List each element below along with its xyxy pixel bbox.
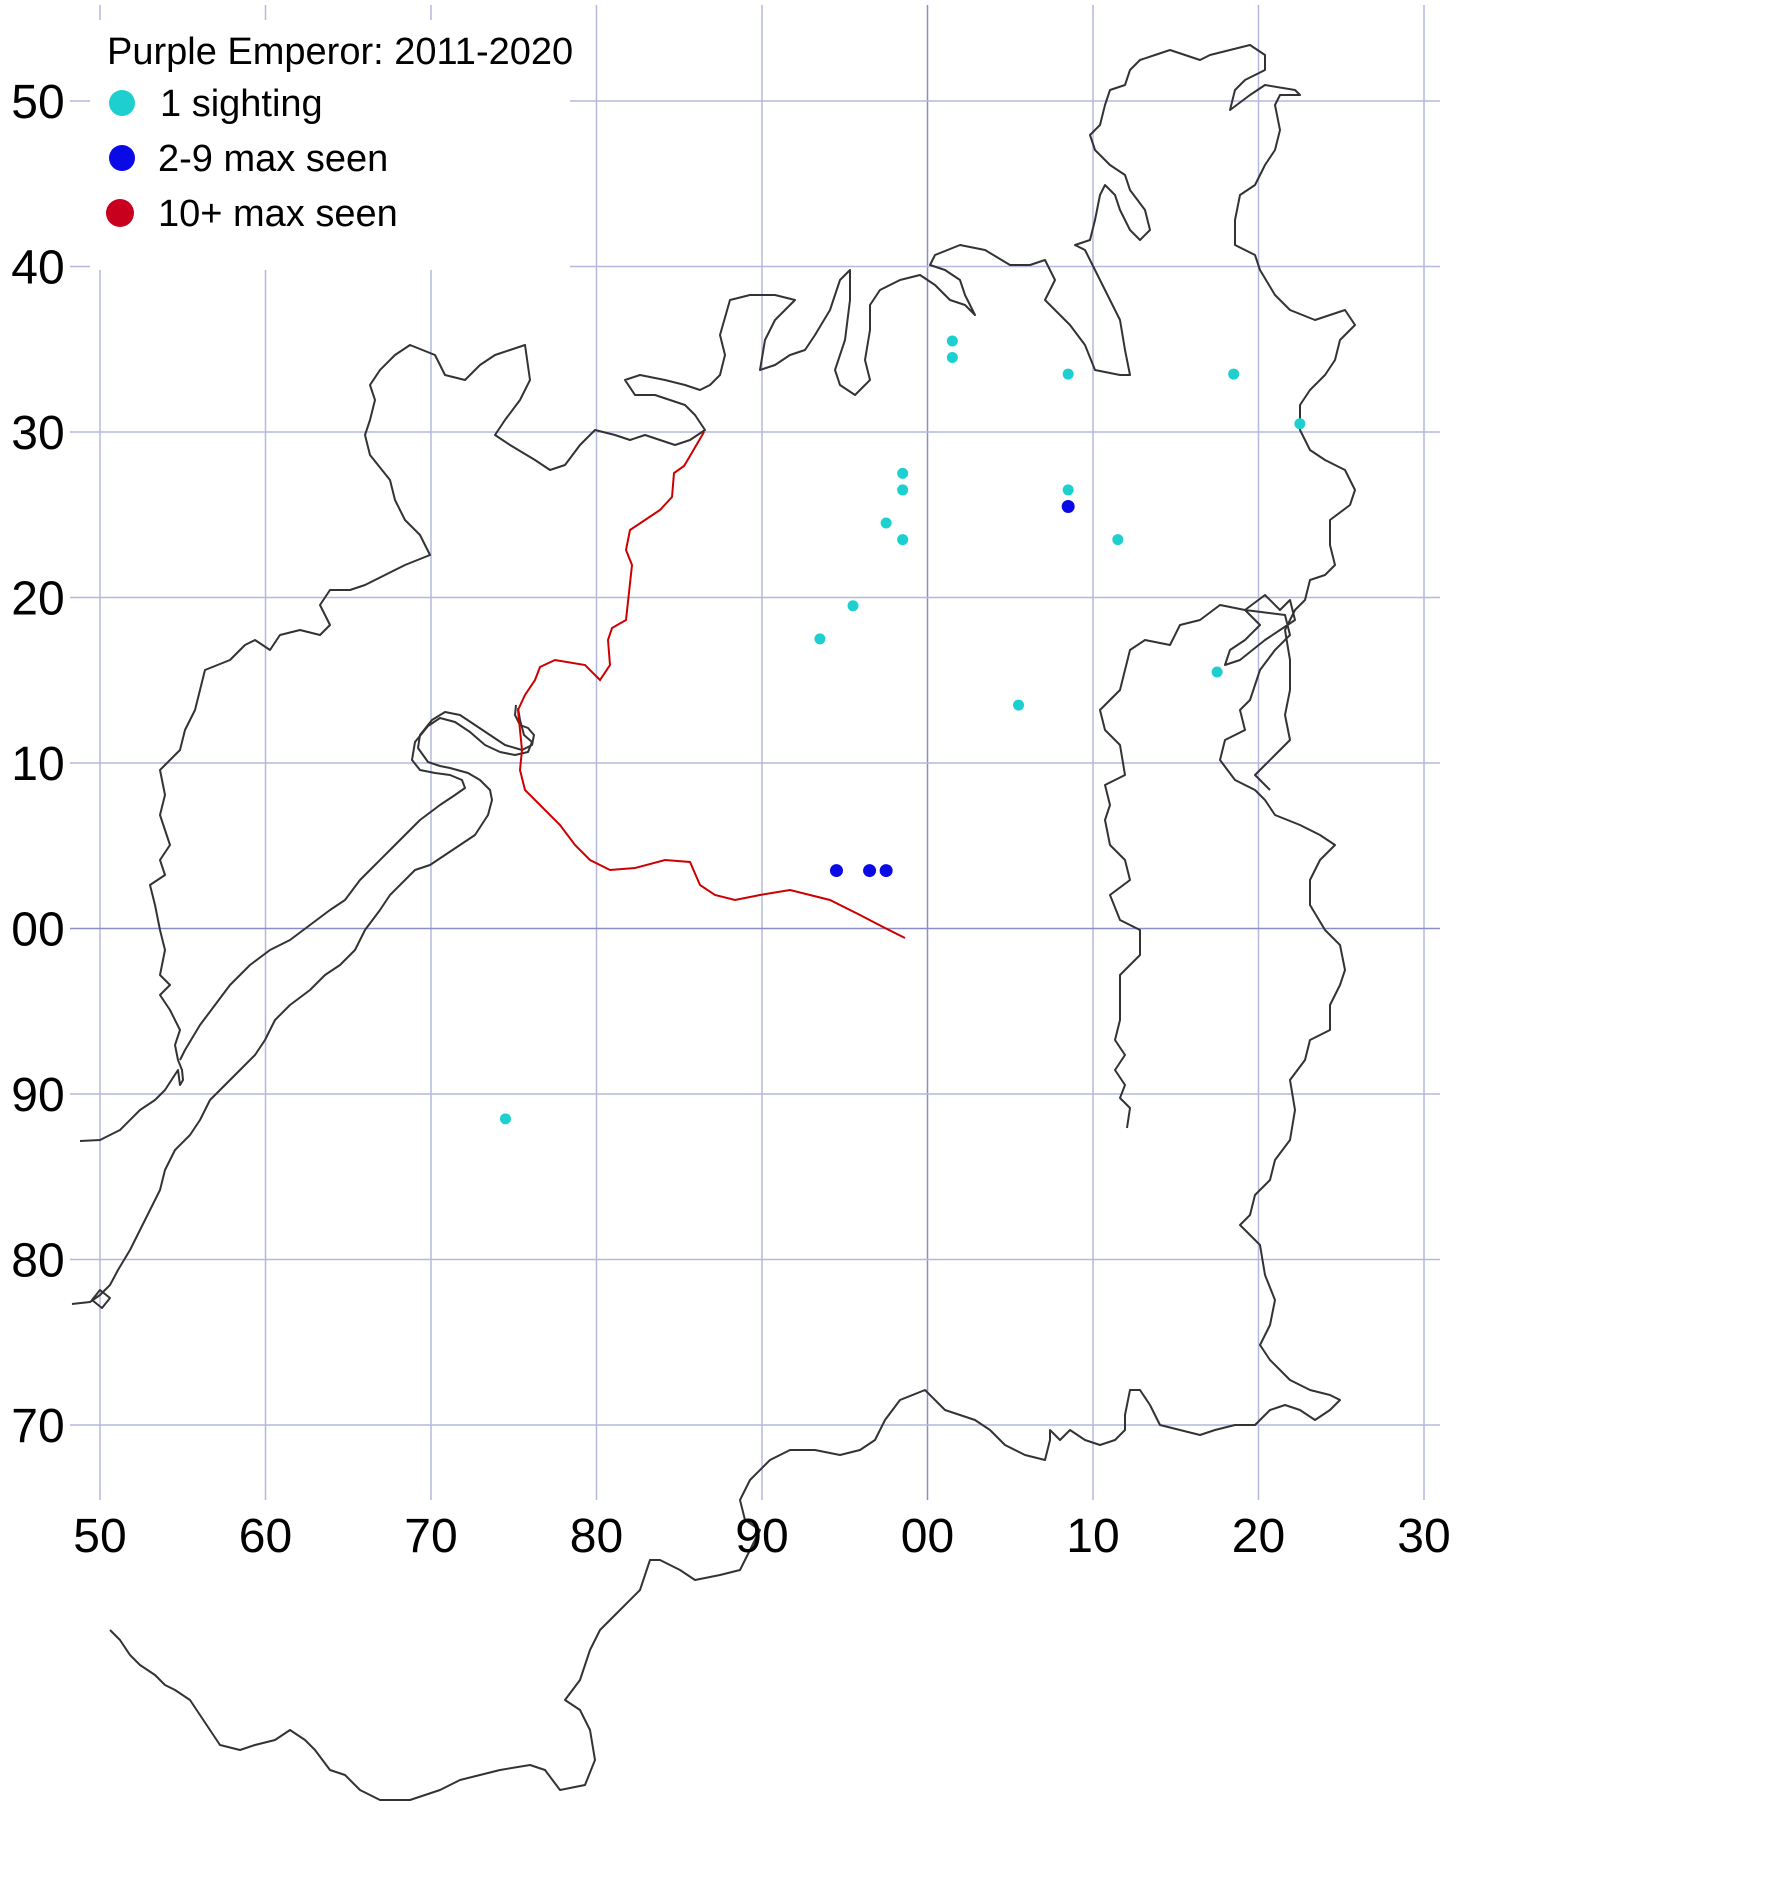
- sighting-point: [946, 352, 958, 364]
- sighting-point: [880, 517, 892, 529]
- sighting-point: [1228, 368, 1240, 380]
- y-tick-label: 50: [11, 76, 64, 129]
- estuary-north-bank: [79, 44, 1356, 1142]
- legend-label-2-9-max-seen: 2-9 max seen: [158, 138, 388, 180]
- sighting-point: [1061, 499, 1075, 513]
- x-tick-label: 70: [404, 1510, 457, 1563]
- sighting-point: [879, 864, 893, 878]
- legend-background: [90, 20, 570, 270]
- x-tick-label: 60: [239, 1510, 292, 1563]
- sighting-points: [499, 335, 1306, 1125]
- estuary-inner-bank: [179, 707, 533, 1061]
- sighting-point: [1062, 484, 1074, 496]
- x-tick-label: 20: [1232, 1510, 1285, 1563]
- sighting-point: [897, 534, 909, 546]
- sighting-point: [847, 600, 859, 612]
- red-boundary-line: [516, 431, 906, 939]
- sighting-point: [1013, 699, 1025, 711]
- sighting-point: [946, 335, 958, 347]
- y-tick-label: 90: [11, 1069, 64, 1122]
- legend-title: Purple Emperor: 2011-2020: [107, 31, 573, 73]
- sighting-point: [499, 1113, 511, 1125]
- legend: Purple Emperor: 2011-2020 1 sighting 2-9…: [90, 20, 573, 270]
- y-tick-label: 30: [11, 407, 64, 460]
- sighting-point: [897, 484, 909, 496]
- severn-bridge-marker: [91, 1289, 111, 1309]
- estuary-south-bank: [71, 704, 535, 1305]
- x-axis-labels: 50 60 70 80 90 00 10 20 30: [73, 1510, 1450, 1563]
- sighting-point: [863, 864, 877, 878]
- legend-marker-1-sighting: [109, 90, 135, 116]
- county-boundary: [109, 594, 1346, 1801]
- sighting-point: [829, 864, 843, 878]
- legend-label-10-plus-max-seen: 10+ max seen: [158, 193, 398, 235]
- sighting-point: [1062, 368, 1074, 380]
- legend-marker-10-plus-max-seen: [106, 199, 134, 227]
- sighting-point: [1112, 534, 1124, 546]
- x-tick-label: 30: [1397, 1510, 1450, 1563]
- y-tick-label: 20: [11, 573, 64, 626]
- sighting-point: [1211, 666, 1223, 678]
- sighting-point: [814, 633, 826, 645]
- y-axis-labels: 50 40 30 20 10 00 90 80 70: [11, 76, 64, 1453]
- y-tick-label: 80: [11, 1235, 64, 1288]
- x-tick-label: 50: [73, 1510, 126, 1563]
- legend-marker-2-9-max-seen: [109, 145, 135, 171]
- y-tick-label: 10: [11, 738, 64, 791]
- x-tick-label: 90: [735, 1510, 788, 1563]
- legend-label-1-sighting: 1 sighting: [160, 83, 323, 125]
- y-tick-label: 70: [11, 1400, 64, 1453]
- sighting-point: [1294, 418, 1306, 430]
- county-outline: [71, 44, 1356, 1801]
- x-tick-label: 80: [570, 1510, 623, 1563]
- y-tick-label: 40: [11, 242, 64, 295]
- sighting-point: [897, 467, 909, 479]
- y-tick-label: 00: [11, 904, 64, 957]
- x-tick-label: 10: [1066, 1510, 1119, 1563]
- x-tick-label: 00: [901, 1510, 954, 1563]
